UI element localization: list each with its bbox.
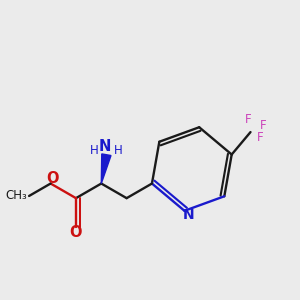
- Text: CH₃: CH₃: [5, 190, 27, 202]
- Text: N: N: [99, 139, 111, 154]
- Text: F: F: [260, 119, 266, 133]
- Text: H: H: [90, 144, 98, 157]
- Text: N: N: [182, 208, 194, 223]
- Text: O: O: [70, 225, 82, 240]
- Polygon shape: [101, 154, 111, 184]
- Text: F: F: [245, 113, 251, 126]
- Text: F: F: [257, 130, 264, 143]
- Text: O: O: [46, 171, 59, 186]
- Text: H: H: [114, 144, 122, 157]
